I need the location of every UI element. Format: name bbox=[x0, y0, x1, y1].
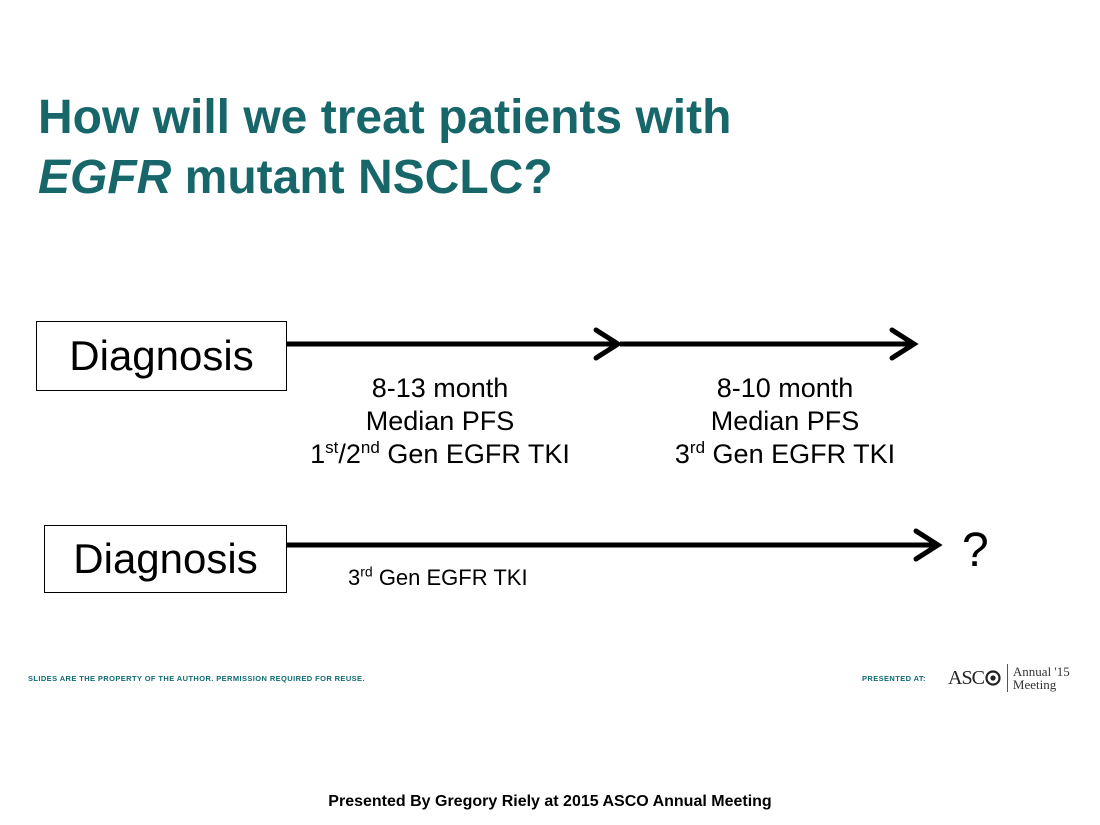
row2-caption-num: 3 bbox=[348, 565, 361, 590]
segment1-therapy: 1st/2nd Gen EGFR TKI bbox=[290, 438, 590, 471]
arrowhead-row1-segment2 bbox=[889, 327, 919, 361]
asco-logo-icon bbox=[985, 670, 1001, 686]
slide-title: How will we treat patients with EGFR mut… bbox=[38, 88, 731, 208]
asco-annual-meeting-logo: ASC Annual '15 Meeting bbox=[948, 662, 1070, 694]
question-mark: ? bbox=[962, 524, 989, 577]
row2-caption-rest: Gen EGFR TKI bbox=[372, 565, 528, 590]
asco-meeting-line1: Annual '15 bbox=[1012, 664, 1070, 679]
title-italic-gene: EGFR bbox=[38, 151, 172, 204]
asco-meeting-text: Annual '15 Meeting bbox=[1013, 665, 1070, 691]
asco-meeting-line2: Meeting bbox=[1012, 677, 1057, 692]
row2-caption-sup: rd bbox=[360, 563, 373, 580]
segment1-metric: Median PFS bbox=[365, 406, 515, 436]
diagnosis-box-row2: Diagnosis bbox=[44, 525, 287, 593]
segment1-caption: 8-13 month Median PFS 1st/2nd Gen EGFR T… bbox=[290, 372, 590, 471]
title-line-2: EGFR mutant NSCLC? bbox=[38, 148, 731, 208]
title-line-2-rest: mutant NSCLC? bbox=[171, 151, 553, 204]
segment2-therapy: 3rd Gen EGFR TKI bbox=[640, 438, 930, 471]
segment1-therapy-sup1: st bbox=[325, 438, 339, 457]
segment1-therapy-num2: /2 bbox=[338, 439, 361, 469]
segment2-duration: 8-10 month bbox=[716, 373, 854, 403]
segment2-therapy-num: 3 bbox=[674, 439, 690, 469]
row2-caption: 3rd Gen EGFR TKI bbox=[348, 565, 528, 591]
segment1-therapy-sup2: nd bbox=[360, 438, 380, 457]
segment1-therapy-rest: Gen EGFR TKI bbox=[379, 439, 570, 469]
footer-presented-at: PRESENTED AT: bbox=[862, 674, 926, 683]
arrowhead-row2 bbox=[913, 528, 943, 562]
logo-divider bbox=[1006, 664, 1008, 692]
title-line-1: How will we treat patients with bbox=[38, 91, 732, 144]
segment1-duration: 8-13 month bbox=[371, 373, 509, 403]
segment2-caption: 8-10 month Median PFS 3rd Gen EGFR TKI bbox=[640, 372, 930, 471]
footer-disclaimer: SLIDES ARE THE PROPERTY OF THE AUTHOR. P… bbox=[28, 674, 365, 683]
segment1-therapy-num1: 1 bbox=[310, 439, 326, 469]
segment2-therapy-sup: rd bbox=[689, 438, 706, 457]
segment2-metric: Median PFS bbox=[710, 406, 860, 436]
arrowhead-row1-segment1 bbox=[593, 327, 623, 361]
segment2-therapy-rest: Gen EGFR TKI bbox=[705, 439, 896, 469]
presenter-credit: Presented By Gregory Riely at 2015 ASCO … bbox=[328, 793, 772, 810]
asco-logo-word: ASC bbox=[948, 666, 985, 689]
diagnosis-box-row1: Diagnosis bbox=[36, 321, 287, 391]
